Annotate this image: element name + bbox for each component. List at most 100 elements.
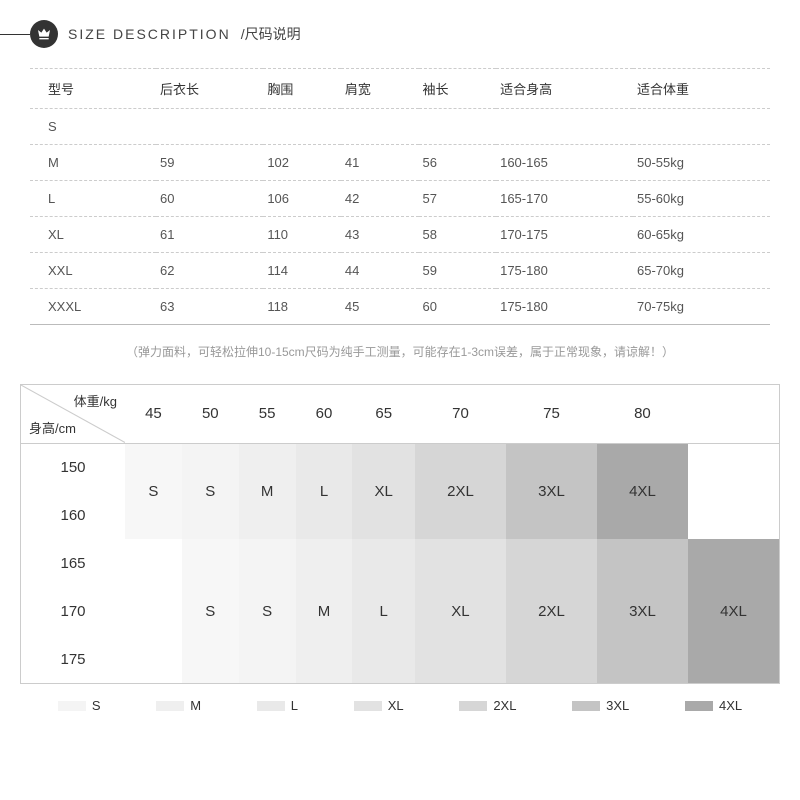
weight-header-cell: 65 <box>352 385 415 443</box>
size-table-cell <box>156 109 263 145</box>
matrix-size-cell: 2XL <box>415 443 506 539</box>
size-table-header: 肩宽 <box>341 69 419 109</box>
size-table-row: XXL621144459175-18065-70kg <box>30 253 770 289</box>
title-english: SIZE DESCRIPTION <box>68 26 231 42</box>
size-table-cell: 118 <box>263 289 341 325</box>
size-table-cell: 57 <box>419 181 497 217</box>
size-table-cell: 175-180 <box>496 289 633 325</box>
size-table-cell: 114 <box>263 253 341 289</box>
size-table-cell: 160-165 <box>496 145 633 181</box>
size-table-cell: XXL <box>30 253 156 289</box>
legend-item: 2XL <box>459 698 516 713</box>
legend-label: M <box>190 698 201 713</box>
height-header-cell: 175 <box>21 635 125 683</box>
legend-label: L <box>291 698 298 713</box>
legend-item: 3XL <box>572 698 629 713</box>
matrix-size-cell: L <box>352 539 415 683</box>
height-header-cell: 165 <box>21 539 125 587</box>
matrix-size-cell: 2XL <box>506 539 597 683</box>
matrix-size-cell: XL <box>352 443 415 539</box>
weight-header-cell: 70 <box>415 385 506 443</box>
size-table-cell: 106 <box>263 181 341 217</box>
legend-item: M <box>156 698 201 713</box>
legend-swatch <box>459 701 487 711</box>
legend-swatch <box>257 701 285 711</box>
size-table-header: 适合身高 <box>496 69 633 109</box>
size-table-cell: 42 <box>341 181 419 217</box>
matrix-size-cell: M <box>296 539 353 683</box>
legend-label: 4XL <box>719 698 742 713</box>
size-table-cell: 165-170 <box>496 181 633 217</box>
legend-swatch <box>685 701 713 711</box>
height-header-cell: 170 <box>21 587 125 635</box>
size-table-cell: 59 <box>419 253 497 289</box>
size-table-header: 型号 <box>30 69 156 109</box>
size-table-cell: 50-55kg <box>633 145 770 181</box>
legend-item: L <box>257 698 298 713</box>
height-header-cell: 150 <box>21 443 125 491</box>
size-table-row: L601064257165-17055-60kg <box>30 181 770 217</box>
size-table-cell: 62 <box>156 253 263 289</box>
weight-header-cell: 75 <box>506 385 597 443</box>
size-table-cell: 56 <box>419 145 497 181</box>
size-table-header: 适合体重 <box>633 69 770 109</box>
size-table-cell: 70-75kg <box>633 289 770 325</box>
section-header: SIZE DESCRIPTION /尺码说明 <box>30 20 770 48</box>
size-table-cell: 58 <box>419 217 497 253</box>
size-table-cell: 65-70kg <box>633 253 770 289</box>
size-table-cell: S <box>30 109 156 145</box>
size-table-cell: 59 <box>156 145 263 181</box>
legend-swatch <box>354 701 382 711</box>
legend-label: XL <box>388 698 404 713</box>
matrix-empty-cell <box>125 539 182 683</box>
size-legend: SMLXL2XL3XL4XL <box>30 698 770 713</box>
size-table-cell: 45 <box>341 289 419 325</box>
weight-header-cell-blank <box>688 385 779 443</box>
size-table-cell: L <box>30 181 156 217</box>
size-table-cell: 170-175 <box>496 217 633 253</box>
matrix-size-cell: S <box>182 539 239 683</box>
matrix-size-cell: XL <box>415 539 506 683</box>
legend-item: XL <box>354 698 404 713</box>
matrix-size-cell: 4XL <box>597 443 688 539</box>
size-table-cell: 55-60kg <box>633 181 770 217</box>
size-table-cell: 60 <box>419 289 497 325</box>
size-table-row: S <box>30 109 770 145</box>
matrix-size-cell: M <box>239 443 296 539</box>
size-table-cell <box>419 109 497 145</box>
size-description-table: 型号后衣长胸围肩宽袖长适合身高适合体重 SM591024156160-16550… <box>30 68 770 325</box>
matrix-size-cell: 3XL <box>506 443 597 539</box>
measurement-note: （弹力面料，可轻松拉伸10-15cm尺码为纯手工测量，可能存在1-3cm误差，属… <box>30 343 770 360</box>
legend-swatch <box>572 701 600 711</box>
matrix-size-cell: S <box>125 443 182 539</box>
size-table-header: 胸围 <box>263 69 341 109</box>
size-matrix: 体重/kg 身高/cm4550556065707580150SSMLXL2XL3… <box>20 384 780 684</box>
size-table-row: XXXL631184560175-18070-75kg <box>30 289 770 325</box>
size-table-cell <box>633 109 770 145</box>
size-table-cell: M <box>30 145 156 181</box>
legend-item: 4XL <box>685 698 742 713</box>
size-table-cell: XXXL <box>30 289 156 325</box>
matrix-empty-cell <box>688 443 779 539</box>
size-table-cell: 60 <box>156 181 263 217</box>
legend-label: 2XL <box>493 698 516 713</box>
matrix-size-cell: L <box>296 443 353 539</box>
legend-swatch <box>156 701 184 711</box>
corner-weight-label: 体重/kg <box>74 391 117 410</box>
matrix-size-cell: S <box>239 539 296 683</box>
size-table-cell <box>263 109 341 145</box>
title-chinese: /尺码说明 <box>241 24 301 44</box>
size-table-cell: 44 <box>341 253 419 289</box>
matrix-corner: 体重/kg 身高/cm <box>21 385 125 443</box>
crown-icon <box>30 20 58 48</box>
matrix-size-cell: 3XL <box>597 539 688 683</box>
size-table-header: 后衣长 <box>156 69 263 109</box>
size-table-row: XL611104358170-17560-65kg <box>30 217 770 253</box>
size-table-cell: 110 <box>263 217 341 253</box>
size-table-cell: 175-180 <box>496 253 633 289</box>
size-table-header: 袖长 <box>419 69 497 109</box>
matrix-size-cell: S <box>182 443 239 539</box>
weight-header-cell: 45 <box>125 385 182 443</box>
size-table-row: M591024156160-16550-55kg <box>30 145 770 181</box>
weight-header-cell: 80 <box>597 385 688 443</box>
